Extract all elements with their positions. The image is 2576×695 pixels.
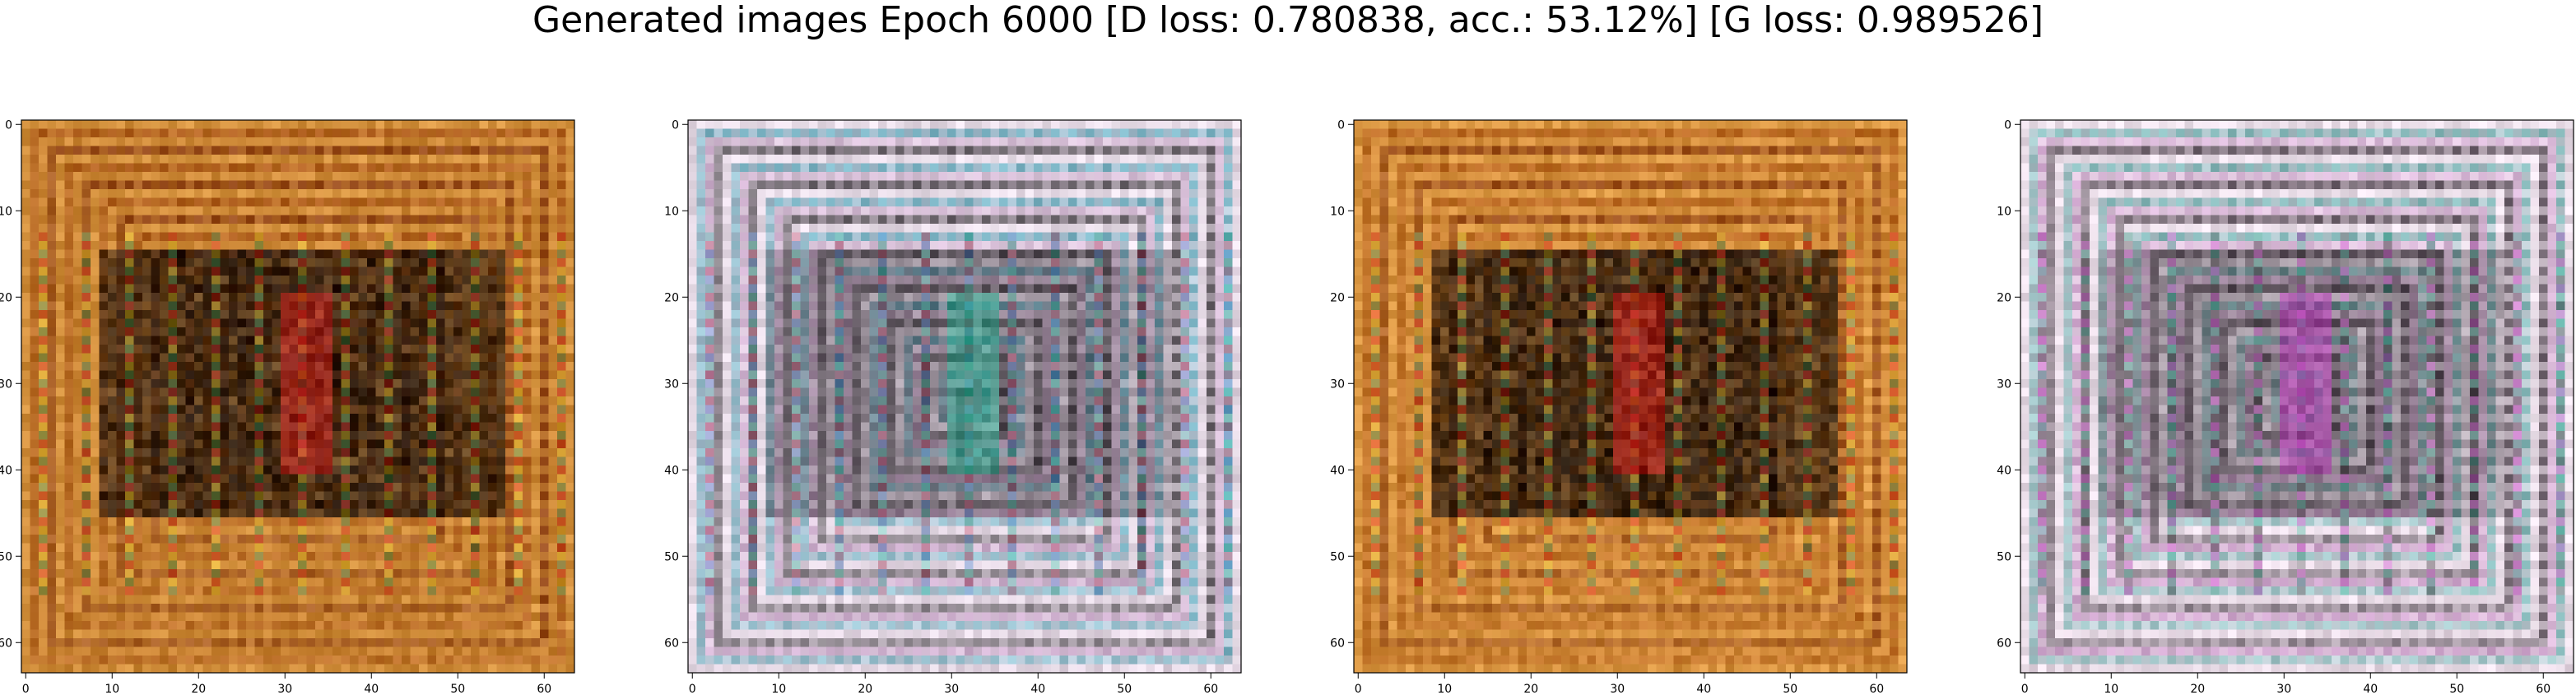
y-tick-label: 60	[0, 637, 12, 650]
y-tick-label: 20	[664, 291, 679, 304]
x-tick-label: 30	[2276, 683, 2291, 695]
x-tick-label: 40	[364, 683, 379, 695]
x-tick-label: 50	[1783, 683, 1797, 695]
x-tick-label: 40	[1696, 683, 1711, 695]
x-tick-label: 60	[2536, 683, 2550, 695]
x-tick-label: 0	[22, 683, 30, 695]
y-tick-label: 20	[1997, 291, 2011, 304]
x-tick-label: 60	[1869, 683, 1884, 695]
y-tick-label: 60	[1997, 637, 2011, 650]
y-tick-label: 50	[1997, 550, 2011, 563]
y-tick-label: 10	[1330, 205, 1345, 218]
x-tick-label: 0	[2021, 683, 2029, 695]
x-tick-label: 30	[944, 683, 959, 695]
y-tick-label: 50	[664, 550, 679, 563]
x-tick-label: 50	[1117, 683, 1132, 695]
y-tick-label: 50	[0, 550, 12, 563]
figure-title: Generated images Epoch 6000 [D loss: 0.7…	[532, 0, 2044, 41]
axes-frame	[1353, 119, 1908, 674]
x-tick-label: 20	[858, 683, 872, 695]
x-tick-label: 20	[191, 683, 206, 695]
x-tick-label: 40	[2363, 683, 2378, 695]
y-tick-label: 40	[0, 464, 12, 477]
y-tick-label: 60	[664, 637, 679, 650]
generated-image-panel-1: 0 10 20 30 40 50 60 0 10 20 30 40 50 60	[0, 118, 575, 695]
x-tick-label: 60	[537, 683, 551, 695]
x-tick-label: 10	[105, 683, 119, 695]
y-tick-label: 30	[0, 378, 12, 391]
x-tick-label: 60	[1203, 683, 1218, 695]
y-tick-label: 30	[1997, 378, 2011, 391]
y-tick-label: 10	[1997, 205, 2011, 218]
y-tick-label: 0	[2004, 118, 2011, 132]
y-tick-label: 40	[1997, 464, 2011, 477]
y-tick-label: 40	[1330, 464, 1345, 477]
x-tick-label: 40	[1030, 683, 1045, 695]
x-tick-label: 10	[2104, 683, 2118, 695]
y-tick-label: 40	[664, 464, 679, 477]
x-tick-label: 0	[689, 683, 696, 695]
x-tick-label: 50	[2449, 683, 2464, 695]
x-tick-label: 10	[1437, 683, 1452, 695]
x-tick-label: 0	[1355, 683, 1362, 695]
x-tick-label: 10	[771, 683, 786, 695]
x-tick-label: 50	[450, 683, 465, 695]
axes-frame	[687, 119, 1242, 674]
generated-image	[2020, 120, 2574, 673]
axes-frame	[2020, 119, 2574, 674]
y-tick-label: 0	[1337, 118, 1345, 132]
y-tick-label: 20	[1330, 291, 1345, 304]
y-tick-label: 60	[1330, 637, 1345, 650]
generated-image-panel-2: 0 10 20 30 40 50 60 0 10 20 30 40 50 60	[664, 118, 1242, 695]
x-tick-label: 20	[2190, 683, 2205, 695]
y-tick-label: 20	[0, 291, 12, 304]
x-tick-label: 30	[277, 683, 292, 695]
y-tick-label: 30	[664, 378, 679, 391]
generated-image-panel-4: 0 10 20 30 40 50 60 0 10 20 30 40 50 60	[1997, 118, 2574, 695]
x-tick-label: 30	[1610, 683, 1625, 695]
y-tick-label: 10	[0, 205, 12, 218]
generated-image	[1354, 120, 1907, 673]
generated-image	[21, 120, 574, 673]
generated-image-panel-3: 0 10 20 30 40 50 60 0 10 20 30 40 50 60	[1330, 118, 1908, 695]
y-tick-label: 0	[672, 118, 679, 132]
y-tick-label: 0	[5, 118, 12, 132]
generated-image	[688, 120, 1241, 673]
axes-frame	[21, 119, 575, 674]
y-tick-label: 10	[664, 205, 679, 218]
y-tick-label: 50	[1330, 550, 1345, 563]
x-tick-label: 20	[1523, 683, 1538, 695]
y-tick-label: 30	[1330, 378, 1345, 391]
